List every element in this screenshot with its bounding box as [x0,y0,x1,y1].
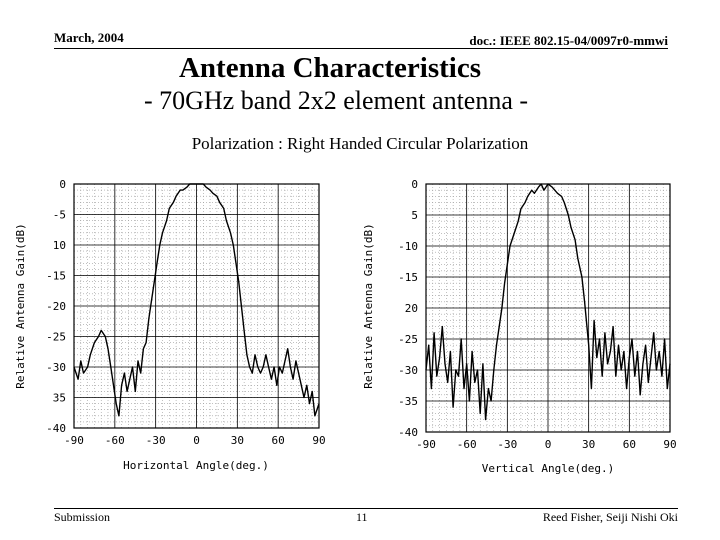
x-tick-label: -90 [64,434,84,447]
y-tick-label: 20 [405,302,418,315]
footer-rule [54,508,678,509]
y-tick-label: 0 [59,178,66,191]
header-date: March, 2004 [54,30,124,45]
header-doc-id: doc.: IEEE 802.15-04/0097r0-mmwi [469,33,668,48]
y-tick-label: -40 [46,422,66,435]
y-tick-label: -30 [398,364,418,377]
footer-authors: Reed Fisher, Seiji Nishi Oki [542,510,678,524]
slide-subtitle: - 70GHz band 2x2 element antenna - [143,86,529,115]
slide-title: Antenna Characteristics [178,52,482,84]
gain-pattern-line [425,183,671,421]
x-tick-label: 90 [663,438,676,451]
header-rule [54,48,668,49]
y-tick-label: -10 [398,240,418,253]
polarization-caption: Polarization : Right Handed Circular Pol… [191,134,529,153]
x-tick-label: -30 [146,434,166,447]
x-tick-label: -90 [416,438,436,451]
y-tick-label: -35 [398,395,418,408]
x-tick-label: 0 [193,434,200,447]
y-axis-label: Relative Antenna Gain(dB) [362,223,375,389]
y-tick-label: -15 [398,271,418,284]
gain-pattern-line [73,183,320,417]
y-axis-label: Relative Antenna Gain(dB) [14,223,27,389]
y-tick-label: 5 [411,209,418,222]
footer-page-number: 11 [356,510,368,524]
y-tick-label: -5 [53,209,66,222]
y-tick-label: -30 [46,361,66,374]
footer-submission: Submission [54,510,111,524]
x-tick-label: 60 [623,438,636,451]
y-tick-label: -20 [46,300,66,313]
y-tick-label: 10 [53,239,66,252]
x-tick-label: -30 [497,438,517,451]
y-tick-label: -25 [46,331,66,344]
x-tick-label: 0 [545,438,552,451]
y-tick-label: -40 [398,426,418,439]
x-tick-label: -60 [105,434,125,447]
vertical-pattern-chart: -90 -60 -30 0 30 60 90 0 5 -10 -15 20 -25 -30 -35 -40 Ve… [362,178,677,475]
x-tick-label: -60 [457,438,477,451]
x-axis-label: Horizontal Angle(deg.) [123,459,269,472]
x-tick-label: 90 [312,434,325,447]
x-tick-label: 60 [272,434,285,447]
y-tick-label: -15 [46,270,66,283]
y-tick-label: -25 [398,333,418,346]
x-tick-label: 30 [231,434,244,447]
horizontal-pattern-chart: -90 -60 -30 0 30 60 90 0 -5 10 -15 -20 -25 -30 35 -40 Ho… [14,178,326,472]
x-tick-label: 30 [582,438,595,451]
y-tick-label: 0 [411,178,418,191]
x-axis-label: Vertical Angle(deg.) [482,462,614,475]
y-tick-label: 35 [53,392,66,405]
